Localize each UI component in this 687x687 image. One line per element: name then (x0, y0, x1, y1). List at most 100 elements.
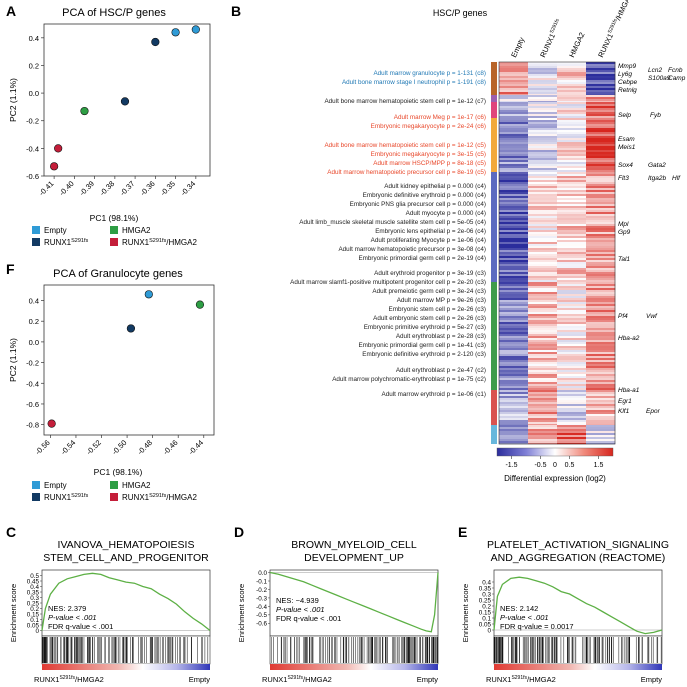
heatmap-cell (499, 314, 529, 317)
heatmap-cell (557, 88, 587, 91)
heatmap-column-label: RUNX1S291fs/HMGA2 (596, 0, 634, 59)
gene-label: Pf4 (618, 313, 628, 320)
heatmap-cell (586, 114, 616, 117)
heatmap-cell (528, 152, 558, 155)
gsea-title-line: STEM_CELL_AND_PROGENITOR (43, 552, 209, 564)
heatmap-cell (557, 425, 587, 428)
heatmap-cell (499, 318, 529, 321)
heatmap-cell (586, 336, 616, 339)
gene-label: Fcnb (668, 67, 683, 74)
heatmap-cell (586, 322, 616, 325)
heatmap-cell (528, 368, 558, 371)
colorbar-tick-label: -0.5 (534, 462, 546, 469)
heatmap-cell (586, 364, 616, 367)
heatmap-cell (557, 130, 587, 133)
heatmap-cell (499, 104, 529, 107)
heatmap-cell (586, 254, 616, 257)
heatmap-cell (586, 138, 616, 141)
heatmap-cell (499, 346, 529, 349)
heatmap-cell (499, 364, 529, 367)
y-tick-label: 0.0 (258, 570, 267, 577)
heatmap-cell (499, 272, 529, 275)
heatmap-cell (586, 116, 616, 119)
heatmap-cell (499, 148, 529, 151)
heatmap-cell (586, 312, 616, 315)
heatmap-cell (557, 106, 587, 109)
heatmap-cell (499, 232, 529, 235)
heatmap-cell (557, 266, 587, 269)
heatmap-cell (557, 312, 587, 315)
panel-letter-d: D (234, 524, 244, 540)
heatmap-cell (557, 146, 587, 149)
heatmap-cell (557, 248, 587, 251)
gsea-right-label: Empty (189, 675, 211, 684)
heatmap-cell (528, 206, 558, 209)
heatmap-cell (557, 172, 587, 175)
heatmap-cell (557, 272, 587, 275)
heatmap-cell (586, 184, 616, 187)
heatmap-cell (586, 310, 616, 313)
heatmap-cell (557, 72, 587, 75)
heatmap-annotation: Adult bone marrow hematopoietic stem cel… (324, 142, 486, 149)
heatmap-cell (586, 408, 616, 411)
heatmap-cell (499, 402, 529, 405)
heatmap-cell (528, 304, 558, 307)
enrichment-curve (41, 572, 211, 632)
heatmap-cell (528, 230, 558, 233)
heatmap-cell (586, 443, 616, 445)
heatmap-cell (586, 402, 616, 405)
heatmap-cell (499, 140, 529, 143)
y-tick-label: 0.25 (27, 600, 40, 607)
heatmap-cell (586, 118, 616, 121)
heatmap-cell (528, 178, 558, 181)
heatmap-cell (557, 82, 587, 85)
heatmap-cell (528, 110, 558, 113)
heatmap-cell (528, 68, 558, 71)
heatmap-cell (499, 218, 529, 221)
gsea-fdr: FDR q-value = 0.0017 (500, 622, 574, 631)
heatmap-cell (586, 142, 616, 145)
heatmap-cell (557, 118, 587, 121)
heatmap-cell (528, 334, 558, 337)
heatmap-cell (528, 160, 558, 163)
heatmap-cell (499, 160, 529, 163)
heatmap-cell (557, 242, 587, 245)
heatmap-cell (557, 346, 587, 349)
heatmap-cell (499, 170, 529, 173)
gene-label: Flt3 (618, 175, 629, 182)
heatmap-cell (528, 410, 558, 413)
heatmap-cell (557, 412, 587, 415)
heatmap-cell (557, 374, 587, 377)
heatmap-cell (528, 162, 558, 165)
heatmap-cell (557, 164, 587, 167)
heatmap-cell (586, 198, 616, 201)
heatmap-cell (586, 406, 616, 409)
heatmap-cell (557, 94, 587, 96)
heatmap-annotation: Adult marrow Meg p = 1e-17 (c6) (394, 114, 486, 121)
heatmap-cell (499, 416, 529, 419)
heatmap-cell (528, 82, 558, 85)
heatmap-cell (586, 202, 616, 205)
x-tick-label: -0.39 (78, 179, 96, 197)
heatmap-cell (528, 390, 558, 393)
heatmap-cell (528, 396, 558, 399)
heatmap-cell (499, 132, 529, 135)
heatmap-annotation: Adult marrow HSCP/MPP p = 8e-18 (c5) (373, 160, 486, 167)
heatmap-cell (586, 200, 616, 203)
heatmap-cell (499, 425, 529, 428)
heatmap-cell (528, 374, 558, 377)
heatmap-cell (528, 270, 558, 273)
heatmap-cell (557, 252, 587, 255)
heatmap-cell (499, 294, 529, 297)
heatmap-cell (557, 80, 587, 83)
heatmap-cell (557, 194, 587, 197)
heatmap-cell (586, 206, 616, 209)
heatmap-cell (557, 226, 587, 229)
gsea-title-line: IVANOVA_HEMATOPOIESIS (58, 539, 195, 551)
legend-label-empty: Empty (44, 226, 67, 235)
heatmap-cell (586, 162, 616, 165)
heatmap-cell (499, 441, 529, 444)
gsea-pvalue: P-value < .001 (276, 605, 325, 614)
heatmap-cell (528, 80, 558, 83)
heatmap-cell (557, 294, 587, 297)
